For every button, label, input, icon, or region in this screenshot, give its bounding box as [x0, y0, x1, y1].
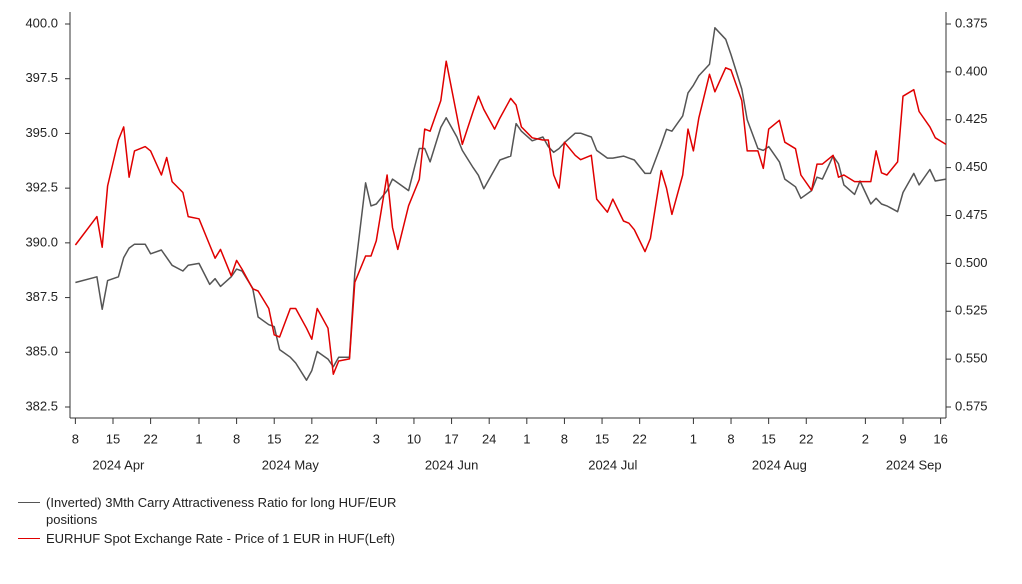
y-tick-label: 382.5 [25, 398, 58, 413]
legend-swatch [18, 502, 40, 503]
month-label: 2024 Apr [92, 457, 145, 472]
y2-tick-label: 0.525 [955, 303, 988, 318]
legend-item: EURHUF Spot Exchange Rate - Price of 1 E… [18, 530, 426, 547]
y-tick-label: 392.5 [25, 180, 58, 195]
month-label: 2024 Jun [425, 457, 479, 472]
x-tick-label: 15 [595, 431, 609, 446]
x-tick-label: 16 [933, 431, 947, 446]
x-tick-label: 10 [407, 431, 421, 446]
legend-label: (Inverted) 3Mth Carry Attractiveness Rat… [46, 495, 397, 527]
y2-tick-label: 0.500 [955, 255, 988, 270]
x-tick-label: 15 [267, 431, 281, 446]
x-tick-label: 8 [727, 431, 734, 446]
chart: 382.5 385.0 387.5 390.0 392.5 395.0 397.5 400.0… [25, 12, 988, 472]
x-tick-label: 3 [373, 431, 380, 446]
legend-swatch [18, 538, 40, 539]
month-label: 2024 Sep [886, 457, 942, 472]
y-tick-label: 390.0 [25, 234, 58, 249]
y-tick-label: 395.0 [25, 125, 58, 140]
y-tick-label: 397.5 [25, 70, 58, 85]
y2-tick-label: 0.425 [955, 111, 988, 126]
x-tick-label: 1 [690, 431, 697, 446]
x-tick-label: 8 [72, 431, 79, 446]
series-line [75, 27, 947, 381]
x-tick-label: 15 [761, 431, 775, 446]
y2-tick-label: 0.550 [955, 351, 988, 366]
y2-tick-label: 0.475 [955, 207, 988, 222]
legend-item: (Inverted) 3Mth Carry Attractiveness Rat… [18, 494, 426, 528]
x-tick-label: 22 [305, 431, 319, 446]
y-tick-label: 387.5 [25, 289, 58, 304]
x-tick-label: 8 [233, 431, 240, 446]
y2-tick-label: 0.375 [955, 15, 988, 30]
x-tick-label: 22 [632, 431, 646, 446]
x-tick-label: 22 [799, 431, 813, 446]
month-label: 2024 Jul [588, 457, 637, 472]
x-tick-label: 1 [523, 431, 530, 446]
x-tick-label: 24 [482, 431, 496, 446]
legend-label: EURHUF Spot Exchange Rate - Price of 1 E… [46, 531, 395, 546]
legend: (Inverted) 3Mth Carry Attractiveness Rat… [18, 494, 426, 549]
x-tick-label: 22 [143, 431, 157, 446]
y2-tick-label: 0.575 [955, 398, 988, 413]
month-label: 2024 May [262, 457, 320, 472]
x-tick-label: 9 [899, 431, 906, 446]
x-tick-label: 17 [444, 431, 458, 446]
x-tick-label: 8 [561, 431, 568, 446]
x-tick-label: 15 [106, 431, 120, 446]
x-tick-label: 1 [195, 431, 202, 446]
month-label: 2024 Aug [752, 457, 807, 472]
y-tick-label: 400.0 [25, 15, 58, 30]
x-tick-label: 2 [862, 431, 869, 446]
y2-tick-label: 0.450 [955, 159, 988, 174]
y2-tick-label: 0.400 [955, 63, 988, 78]
y-tick-label: 385.0 [25, 344, 58, 359]
series-line [74, 60, 947, 375]
